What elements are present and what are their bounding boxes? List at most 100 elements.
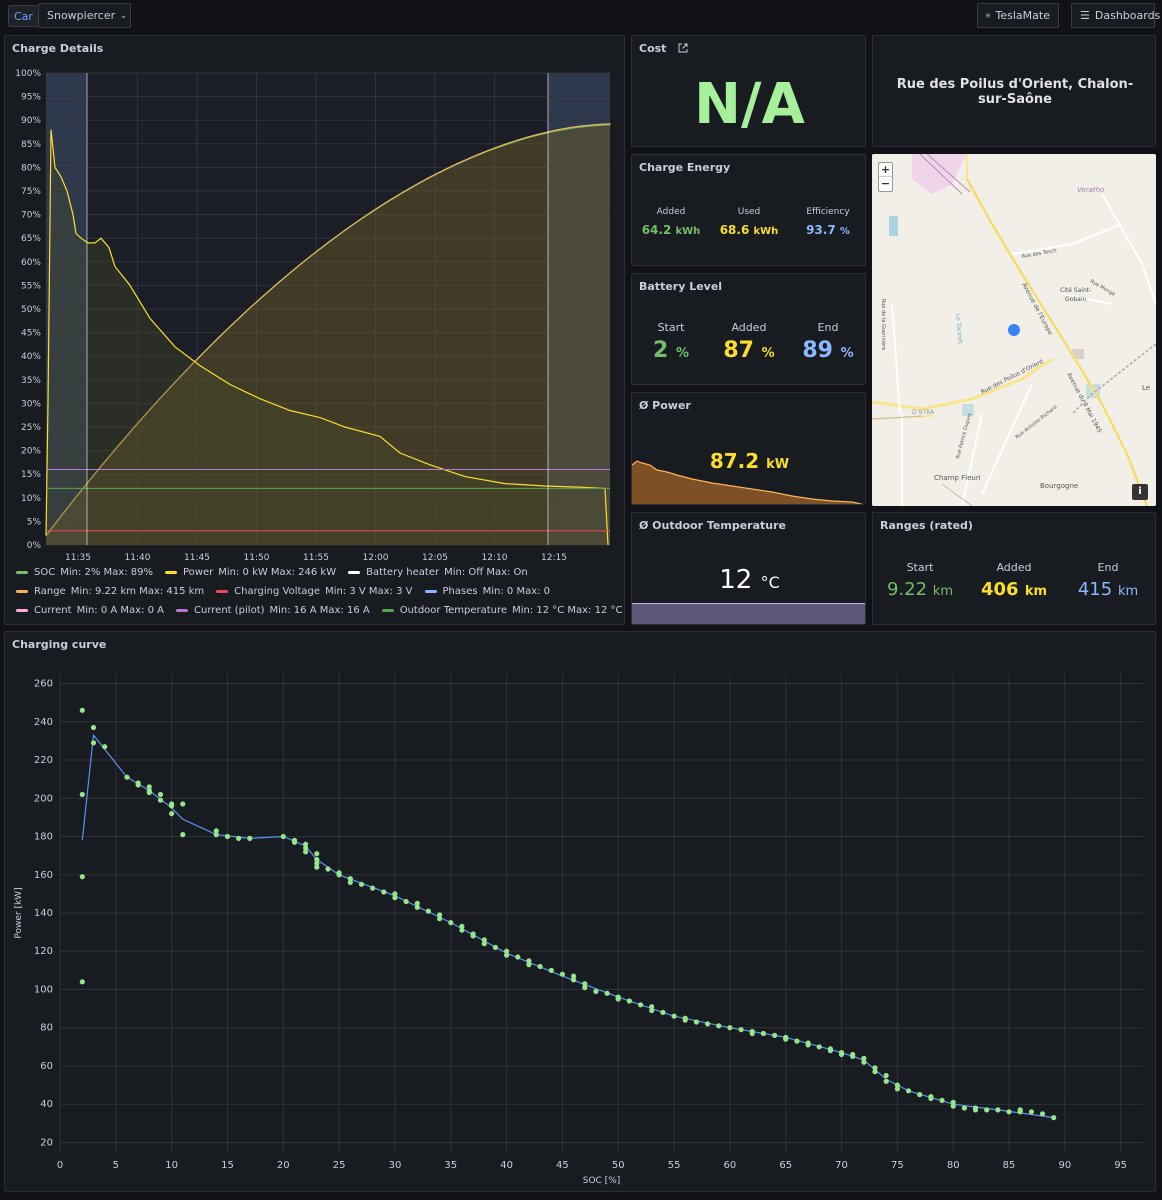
cost-panel: Cost N/A <box>631 35 866 147</box>
data-point <box>939 1097 945 1103</box>
dashboards-button[interactable]: ☰ Dashboards <box>1071 3 1160 28</box>
efficiency-value: 93.7 % <box>789 223 867 237</box>
legend-item[interactable]: Phases Min: 0 Max: 0 <box>424 586 550 597</box>
legend-item[interactable]: Power Min: 0 kW Max: 246 kW <box>165 567 336 578</box>
legend-row-3: Current Min: 0 A Max: 0 A Current (pilot) M… <box>16 605 635 616</box>
end-number: 89 <box>802 338 833 363</box>
x-tick-label: 40 <box>500 1160 513 1171</box>
menu-icon: ☰ <box>1080 9 1090 22</box>
legend-item[interactable]: Battery heater Min: Off Max: On <box>348 567 528 578</box>
data-point <box>347 876 353 882</box>
data-point <box>1017 1107 1023 1113</box>
y-tick-label: 70% <box>21 211 41 221</box>
legend-item[interactable]: Current Min: 0 A Max: 0 A <box>16 605 164 616</box>
y-tick-label: 75% <box>21 187 41 197</box>
data-point <box>671 1013 677 1019</box>
car-variable-label: Car <box>8 5 39 27</box>
data-point <box>894 1082 901 1088</box>
legend-item[interactable]: Outdoor Temperature Min: 12 °C Max: 12 °C <box>381 605 623 616</box>
data-point <box>481 941 487 947</box>
x-tick-label: 20 <box>277 1160 290 1171</box>
legend-name: Power <box>183 567 214 578</box>
data-point <box>917 1092 923 1098</box>
data-point <box>772 1032 778 1038</box>
external-link-icon[interactable] <box>678 43 688 53</box>
legend-item[interactable]: Charging Voltage Min: 3 V Max: 3 V <box>216 586 413 597</box>
x-tick-label: 70 <box>835 1160 848 1171</box>
grid-icon <box>986 13 990 18</box>
data-point <box>660 1009 666 1015</box>
used-unit: kWh <box>753 226 779 237</box>
teslamate-label: TeslaMate <box>995 9 1050 22</box>
y-tick-label: 40% <box>21 352 41 362</box>
data-point <box>459 923 465 929</box>
y-tick-label: 60% <box>21 258 41 268</box>
data-point <box>79 874 85 880</box>
y-tick-label: 0% <box>27 541 42 551</box>
building-block <box>1072 349 1084 359</box>
legend-item[interactable]: Current (pilot) Min: 16 A Max: 16 A <box>176 605 370 616</box>
location-marker[interactable] <box>1008 324 1020 336</box>
zoom-in-button[interactable]: + <box>879 163 892 177</box>
data-point <box>414 900 420 906</box>
y-axis-label: Power [kW] <box>14 887 24 938</box>
charging-curve-chart: 20 40 60 80 100 120 140 160 180 200 220 240 260 0 5 10 1… <box>14 674 1143 1186</box>
y-tick-label: 160 <box>34 870 53 881</box>
panel-title: Cost <box>639 42 667 55</box>
car-select[interactable]: Snowpiercer ⌄ <box>38 3 131 28</box>
temperature-unit: °C <box>760 573 780 592</box>
battery-level-panel: Battery Level Start 2 % Added 87 % End 8… <box>631 273 866 385</box>
x-tick-label: 11:45 <box>184 553 210 563</box>
used-number: 68.6 <box>719 223 750 237</box>
teslamate-link-button[interactable]: TeslaMate <box>977 3 1059 28</box>
y-tick-label: 100% <box>15 69 41 79</box>
added-number: 406 <box>980 579 1019 600</box>
location-panel: Rue des Poilus d'Orient, Chalon-sur-Saôn… <box>872 35 1156 147</box>
x-tick-label: 75 <box>891 1160 904 1171</box>
y-tick-label: 80% <box>21 163 41 173</box>
x-tick-label: 25 <box>333 1160 346 1171</box>
data-point <box>448 920 454 926</box>
power-panel: Ø Power 87.2 kW <box>631 392 866 505</box>
map-label: Champ Fleuri <box>934 474 981 482</box>
legend-item[interactable]: SOC Min: 2% Max: 89% <box>16 567 153 578</box>
data-point <box>693 1019 700 1025</box>
map-panel[interactable]: Veratho Rue des Tesch Cité Saint- Gobain… <box>872 154 1156 506</box>
top-bar: Car Snowpiercer ⌄ TeslaMate ☰ Dashboards <box>0 0 1162 32</box>
map-info-button[interactable]: i <box>1132 484 1148 500</box>
end-label: End <box>817 321 839 334</box>
car-select-value: Snowpiercer <box>47 9 116 22</box>
data-point <box>213 832 219 838</box>
data-point <box>437 912 443 918</box>
data-point <box>727 1025 733 1031</box>
power-line <box>45 129 609 546</box>
legend-item[interactable]: Range Min: 9.22 km Max: 415 km <box>16 586 204 597</box>
power-sparkline <box>632 460 864 504</box>
data-point <box>827 1048 834 1054</box>
data-point <box>883 1072 889 1079</box>
data-point <box>850 1053 856 1059</box>
x-tick-label: 0 <box>57 1160 63 1171</box>
data-point <box>738 1027 744 1033</box>
zoom-controls: + − <box>878 162 893 192</box>
added-label: Added <box>996 561 1032 574</box>
trend-line <box>81 733 1054 1119</box>
data-point <box>459 927 465 933</box>
data-point <box>213 828 219 834</box>
charge-energy-panel: Charge Energy Added 64.2 kWh Used 68.6 k… <box>631 154 866 266</box>
y-tick-label: 20 <box>40 1137 53 1148</box>
x-tick-label: 80 <box>947 1160 960 1171</box>
data-point <box>961 1105 968 1111</box>
map-canvas[interactable]: Veratho Rue des Tesch Cité Saint- Gobain… <box>872 154 1156 506</box>
x-tick-label: 50 <box>612 1160 625 1171</box>
legend-name: Range <box>34 586 66 597</box>
data-point <box>124 774 130 780</box>
start-unit: km <box>932 584 953 599</box>
y-tick-label: 40 <box>40 1099 53 1110</box>
data-point <box>224 833 231 840</box>
zoom-out-button[interactable]: − <box>880 177 891 190</box>
data-point <box>872 1069 878 1075</box>
start-value: 9.22 km <box>873 579 967 600</box>
data-point <box>425 908 431 914</box>
power-value: 87.2 kW <box>632 449 865 473</box>
